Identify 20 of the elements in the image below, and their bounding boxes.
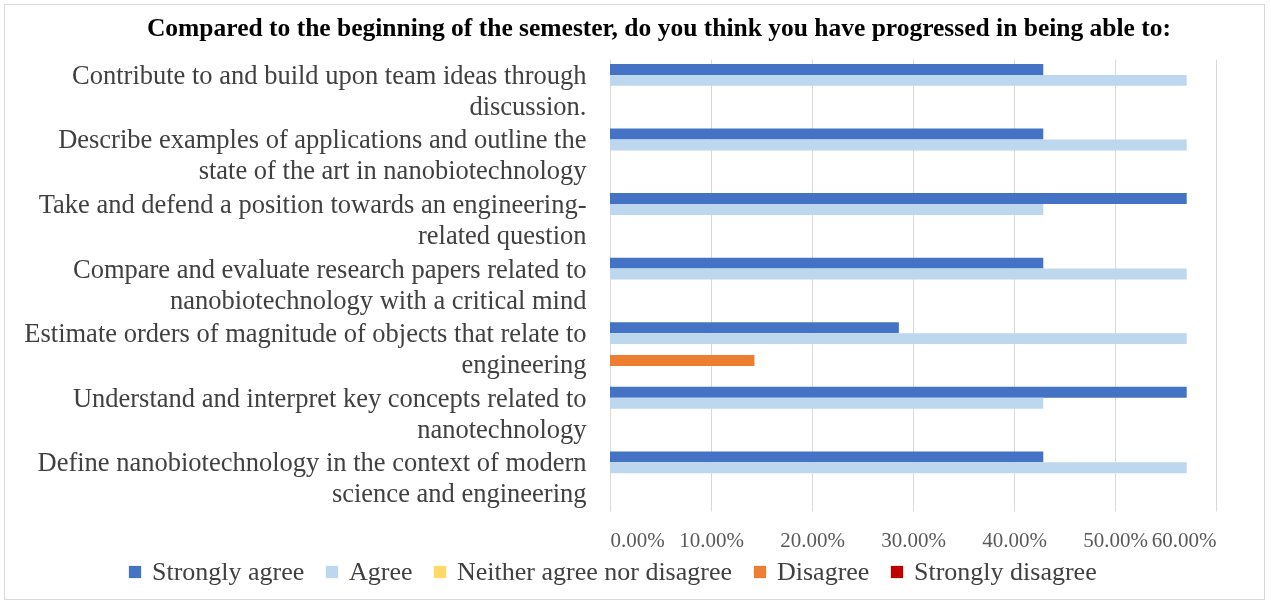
x-tick-label: 50.00% [1083, 527, 1148, 552]
legend-label: Strongly agree [152, 557, 305, 586]
y-tick-label: Understand and interpret key concepts related to nanotechnology [72, 382, 588, 444]
legend-label: Agree [349, 557, 413, 586]
x-tick-label: 60.00% [1151, 527, 1217, 552]
legend-label: Neither agree nor disagree [457, 557, 733, 586]
chart-title: Compared to the beginning of the semester, do you think you have progressed in being able to: [146, 12, 1172, 42]
y-tick-label: Take and defend a position towards an engineering-related question [38, 188, 587, 250]
x-tick-label: 40.00% [982, 527, 1047, 552]
legend-label: Strongly disagree [914, 557, 1097, 586]
y-tick-label: Describe examples of applications and outline the state of the art in nanobiotechnology [58, 124, 588, 186]
x-tick-label: 30.00% [881, 527, 946, 552]
y-tick-label: Estimate orders of magnitude of objects that relate to engineering [24, 318, 587, 380]
x-tick-label: 10.00% [679, 527, 744, 552]
y-tick-label: Define nanobiotechnology in the context of modern science and engineering [37, 447, 587, 509]
y-tick-label: Compare and evaluate research papers related to nanobiotechnology with a critical mind [72, 253, 587, 315]
x-tick-label: 0.00% [610, 527, 665, 552]
x-tick-label: 20.00% [780, 527, 845, 552]
y-tick-label: Contribute to and build upon team ideas through discussion. [72, 59, 587, 121]
legend-label: Disagree [777, 557, 870, 586]
